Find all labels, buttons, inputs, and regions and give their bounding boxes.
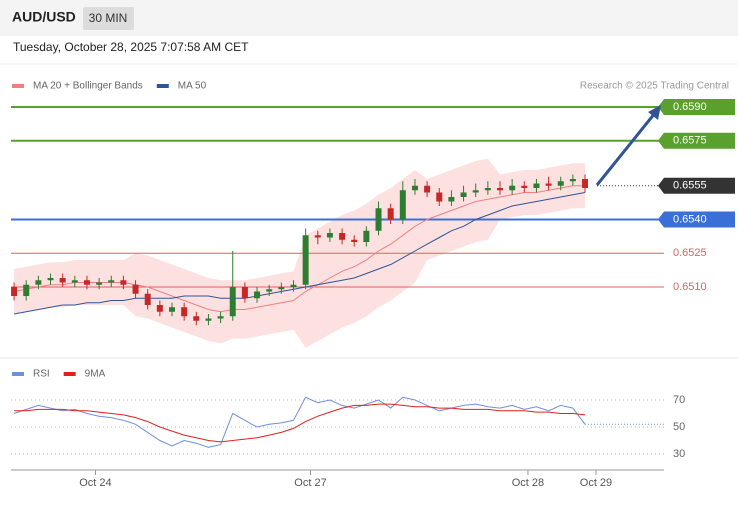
candle-body	[11, 287, 18, 296]
candle-body	[144, 293, 151, 305]
target-arrow	[595, 112, 657, 186]
candle-body	[23, 284, 30, 296]
candle-body	[497, 188, 503, 191]
candle-body	[266, 289, 273, 292]
candle-body	[436, 192, 443, 202]
moving-average	[14, 192, 586, 315]
candle-body	[399, 190, 406, 220]
candle-body	[229, 287, 236, 317]
legend-label: MA 50	[178, 81, 207, 92]
candle-body	[278, 287, 285, 290]
candle-body	[108, 280, 115, 283]
candle-body	[569, 179, 576, 182]
level-label-box	[664, 177, 735, 194]
price-panel: MA 20 + Bollinger Bands MA 50 0.6590 0.6575…	[11, 81, 735, 348]
level-label: 0.6555	[673, 180, 707, 192]
candle-body	[83, 280, 90, 285]
candle-body	[193, 316, 200, 321]
candle-body	[314, 235, 321, 238]
candle-body	[47, 278, 54, 281]
candle-body	[411, 185, 418, 191]
x-tick-label: Oct 27	[294, 477, 326, 489]
y-tick-label: 50	[673, 421, 685, 433]
candle-body	[387, 208, 394, 220]
timestamp: Tuesday, October 28, 2025 7:07:58 AM CET	[13, 40, 249, 54]
candle-body	[205, 318, 212, 321]
candle-body	[326, 233, 333, 238]
candle-body	[71, 280, 78, 283]
candle-body	[290, 284, 297, 287]
arrow-head	[648, 105, 661, 120]
level-label-tip	[658, 177, 664, 194]
level-label-tip	[658, 211, 664, 228]
level-label: 0.6590	[673, 101, 707, 113]
timeframe-box	[83, 7, 134, 30]
level-label-tip	[658, 99, 664, 115]
credit: Research © 2025 Trading Central	[580, 81, 729, 92]
x-tick-label: Oct 24	[79, 477, 111, 489]
legend-swatch	[63, 372, 76, 376]
candle-body	[375, 208, 382, 231]
candle-body	[339, 233, 346, 240]
y-tick-label: 30	[673, 448, 685, 460]
candle-body	[254, 291, 261, 299]
x-tick-label: Oct 29	[580, 477, 612, 489]
legend-swatch	[12, 84, 24, 88]
candle-body	[484, 188, 491, 191]
candle-body	[460, 192, 467, 197]
candle-body	[448, 197, 455, 202]
x-tick-label: Oct 28	[512, 477, 544, 489]
candle-body	[120, 280, 127, 285]
series-line	[13, 396, 586, 448]
legend-swatch	[156, 84, 169, 88]
rsi-panel: RSI 9MA 30 50 70 Oct 24 Oct 27 Oct 28 Oct 29	[11, 369, 685, 489]
candle-body	[509, 185, 516, 191]
symbol: AUD/USD	[12, 9, 76, 25]
candle-body	[217, 316, 224, 319]
candle-body	[181, 307, 188, 317]
candle-body	[545, 183, 552, 186]
level-label-box	[664, 99, 735, 115]
timeframe: 30 MIN	[89, 11, 128, 25]
y-tick-label: 70	[673, 394, 685, 406]
level-label-box	[664, 132, 735, 149]
series-line	[14, 403, 586, 443]
legend-label: 9MA	[85, 369, 106, 380]
candle-body	[521, 185, 528, 188]
candle-body	[302, 235, 309, 285]
level-label: 0.6510	[673, 281, 707, 293]
candle-body	[169, 307, 175, 312]
candle-body	[582, 179, 589, 188]
candle-body	[35, 280, 42, 285]
legend-label: MA 20 + Bollinger Bands	[33, 81, 143, 92]
candle-body	[241, 287, 248, 299]
candle-body	[132, 284, 139, 294]
level-label-box	[664, 211, 735, 228]
level-label: 0.6525	[673, 247, 707, 259]
candle-body	[351, 239, 358, 242]
candle-body	[59, 278, 66, 283]
candle-body	[96, 282, 103, 285]
legend-label: RSI	[33, 369, 50, 380]
level-label: 0.6575	[673, 135, 707, 147]
candle-body	[156, 305, 163, 312]
candle-body	[533, 183, 540, 188]
level-label-tip	[658, 132, 664, 149]
candle-body	[424, 185, 431, 193]
legend-swatch	[12, 372, 24, 376]
candle-body	[472, 190, 479, 193]
candle-body	[363, 230, 370, 242]
candle-body	[557, 181, 564, 186]
level-label: 0.6540	[673, 213, 707, 225]
